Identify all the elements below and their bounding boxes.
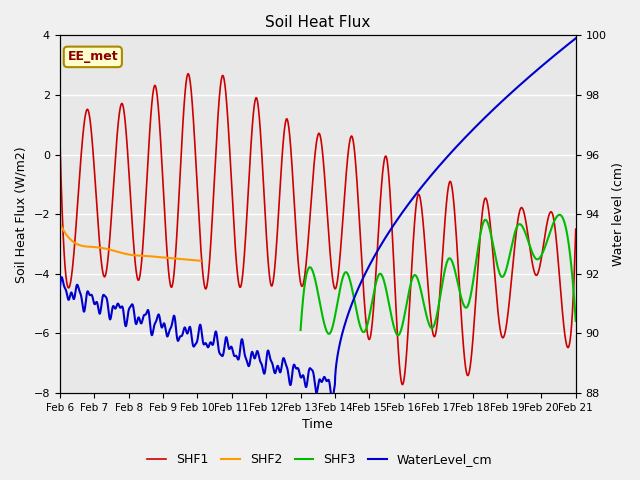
WaterLevel_cm	[56, 286, 63, 292]
SHF1	[83, 109, 90, 115]
SHF2	[56, 220, 63, 226]
SHF2	[110, 248, 118, 253]
WaterLevel_cm	[293, 365, 301, 371]
SHF2	[127, 252, 134, 258]
Y-axis label: Soil Heat Flux (W/m2): Soil Heat Flux (W/m2)	[15, 146, 28, 283]
SHF3	[305, 265, 312, 271]
Legend: SHF1, SHF2, SHF3, WaterLevel_cm: SHF1, SHF2, SHF3, WaterLevel_cm	[142, 448, 498, 471]
WaterLevel_cm	[463, 133, 470, 139]
SHF2	[68, 238, 76, 244]
WaterLevel_cm	[572, 36, 580, 41]
WaterLevel_cm	[557, 47, 565, 53]
WaterLevel_cm	[307, 366, 314, 372]
SHF1	[557, 296, 565, 301]
SHF1	[399, 382, 406, 387]
SHF2	[197, 258, 205, 264]
X-axis label: Time: Time	[302, 419, 333, 432]
SHF2	[185, 257, 193, 263]
Text: EE_met: EE_met	[67, 50, 118, 63]
SHF1	[184, 71, 192, 77]
WaterLevel_cm	[83, 296, 90, 301]
SHF3	[297, 327, 305, 333]
SHF2	[139, 253, 147, 259]
SHF3	[572, 318, 580, 324]
Line: WaterLevel_cm: WaterLevel_cm	[60, 38, 576, 399]
SHF1	[56, 131, 63, 137]
SHF1	[463, 370, 470, 376]
SHF1	[307, 201, 315, 207]
SHF3	[447, 257, 455, 263]
SHF3	[394, 332, 402, 338]
SHF3	[390, 323, 397, 328]
WaterLevel_cm	[557, 48, 564, 53]
Line: SHF1: SHF1	[60, 74, 576, 384]
WaterLevel_cm	[328, 396, 336, 402]
SHF1	[293, 247, 301, 252]
Y-axis label: Water level (cm): Water level (cm)	[612, 162, 625, 266]
SHF2	[76, 242, 83, 248]
SHF3	[502, 266, 510, 272]
SHF3	[467, 295, 474, 301]
Line: SHF3: SHF3	[301, 215, 576, 335]
Line: SHF2: SHF2	[60, 223, 201, 261]
SHF1	[572, 226, 580, 232]
Title: Soil Heat Flux: Soil Heat Flux	[265, 15, 371, 30]
SHF3	[456, 289, 463, 295]
SHF3	[556, 212, 563, 218]
SHF1	[557, 292, 565, 298]
